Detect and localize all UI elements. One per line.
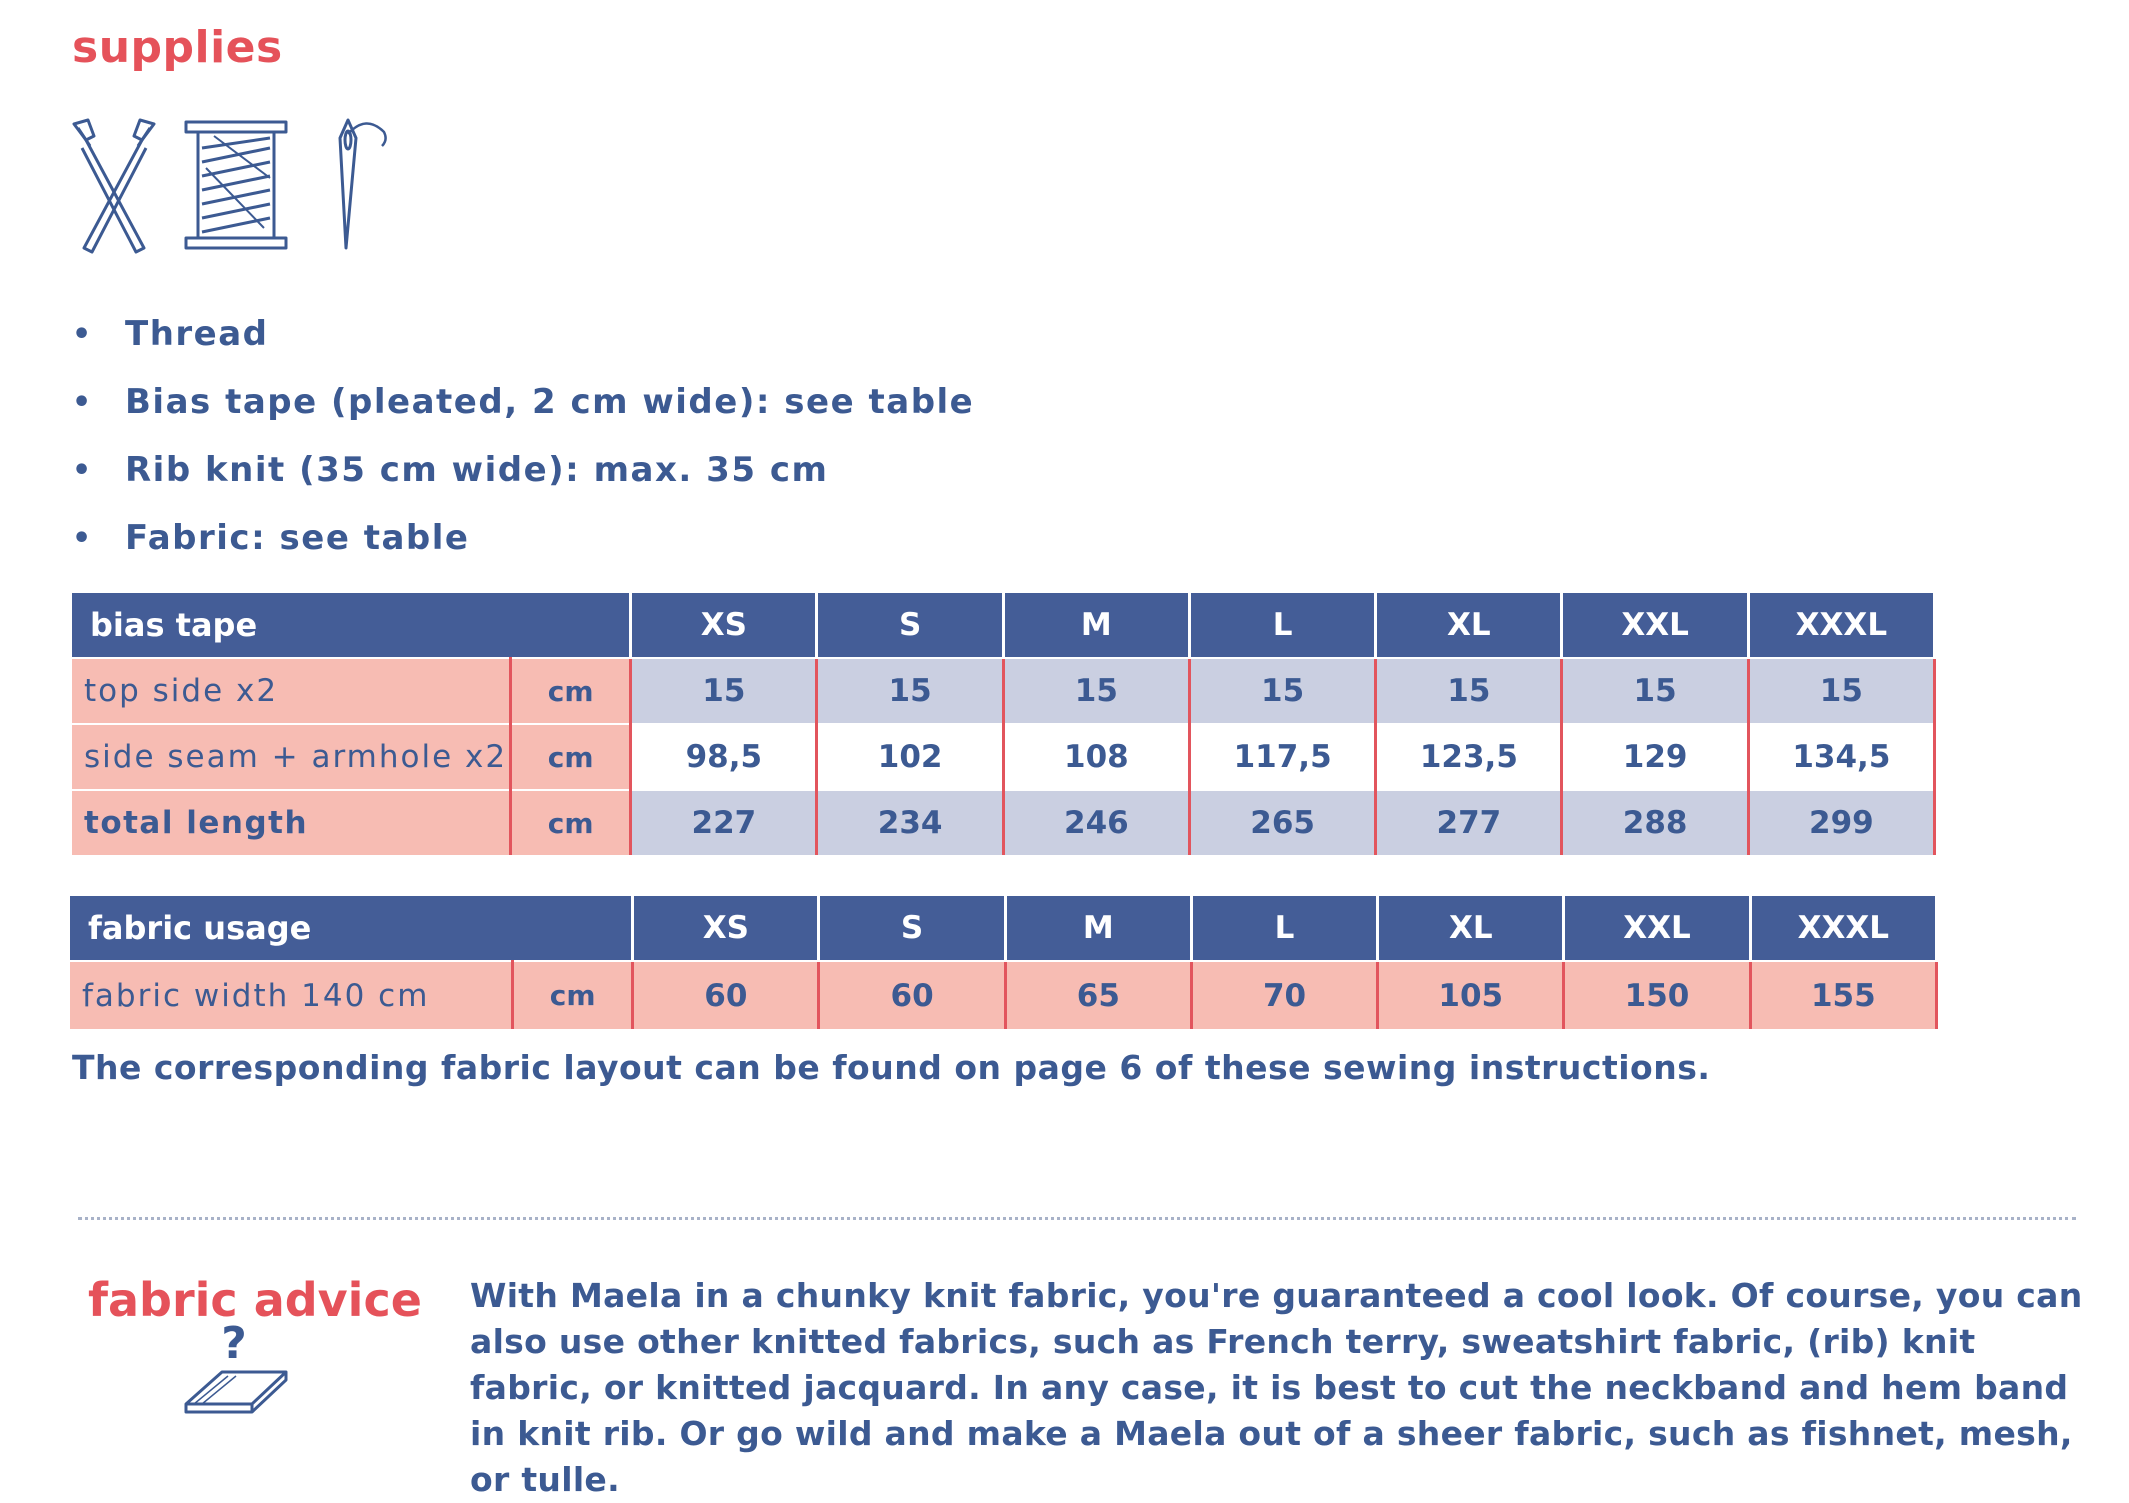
supplies-icons: [72, 118, 412, 262]
row-unit: cm: [510, 657, 633, 724]
table-cell: 129: [1561, 723, 1750, 790]
table-cell: 227: [630, 789, 819, 855]
table-cell: 150: [1563, 960, 1752, 1029]
bullet-icon: •: [72, 520, 93, 556]
footnote: The corresponding fabric layout can be f…: [72, 1048, 1711, 1087]
table-cell: 102: [816, 723, 1005, 790]
row-label: total length: [72, 789, 513, 855]
size-header: S: [818, 896, 1007, 961]
supplies-list: • Thread • Bias tape (pleated, 2 cm wide):…: [72, 300, 974, 572]
thread-spool-icon: [184, 120, 288, 250]
table-cell: 288: [1561, 789, 1750, 855]
table-cell: 265: [1189, 789, 1378, 855]
table-cell: 70: [1191, 960, 1380, 1029]
size-header: L: [1189, 593, 1378, 658]
table-row: top side x2 cm 15 15 15 15 15 15 15: [72, 657, 1937, 724]
table-row-total: total length cm 227 234 246 265 277 288 …: [72, 789, 1937, 855]
table-cell: 234: [816, 789, 1005, 855]
table-header-row: fabric usage XS S M L XL XXL XXXL: [70, 896, 1939, 961]
row-label: top side x2: [72, 657, 513, 724]
needle-icon: [338, 118, 387, 250]
table-row: side seam + armhole x2 cm 98,5 102 108 1…: [72, 723, 1937, 790]
table-cell: 108: [1003, 723, 1191, 790]
size-header: XXXL: [1748, 593, 1937, 658]
table-cell: 15: [1748, 657, 1937, 724]
row-unit: cm: [512, 960, 635, 1029]
table-cell: 117,5: [1189, 723, 1378, 790]
size-header: XL: [1377, 896, 1566, 961]
table-cell: 98,5: [630, 723, 819, 790]
table-cell: 15: [1189, 657, 1378, 724]
table-header-label: bias tape: [72, 593, 633, 658]
row-unit: cm: [510, 723, 633, 790]
advice-text: With Maela in a chunky knit fabric, you'…: [470, 1276, 2083, 1499]
size-header: XS: [630, 593, 819, 658]
table-cell: 246: [1003, 789, 1191, 855]
table-cell: 15: [1375, 657, 1564, 724]
size-header: M: [1003, 593, 1191, 658]
size-header: XXL: [1561, 593, 1750, 658]
list-item: • Bias tape (pleated, 2 cm wide): see tab…: [72, 382, 975, 422]
size-header: XXL: [1563, 896, 1752, 961]
row-label: side seam + armhole x2: [72, 723, 513, 790]
table-cell: 15: [1003, 657, 1191, 724]
list-item: • Rib knit (35 cm wide): max. 35 cm: [72, 450, 829, 490]
divider: [78, 1217, 2076, 1220]
table-header-row: bias tape XS S M L XL XXL XXXL: [72, 593, 1937, 658]
bullet-icon: •: [72, 316, 93, 352]
row-unit: cm: [510, 789, 633, 855]
svg-text:?: ?: [221, 1320, 247, 1369]
size-header: S: [816, 593, 1005, 658]
table-cell: 15: [630, 657, 819, 724]
scissors-icon: [72, 118, 156, 254]
folded-fabric-question-icon: ?: [182, 1318, 292, 1424]
table-cell: 60: [818, 960, 1007, 1029]
advice-title: fabric advice: [88, 1273, 422, 1327]
size-header: XL: [1375, 593, 1564, 658]
table-cell: 277: [1375, 789, 1564, 855]
table-cell: 155: [1750, 960, 1939, 1029]
size-header: L: [1191, 896, 1380, 961]
table-header-label: fabric usage: [70, 896, 635, 961]
list-item: • Thread: [72, 314, 269, 354]
list-item: • Fabric: see table: [72, 518, 470, 558]
bias-tape-table: bias tape XS S M L XL XXL XXXL top side …: [72, 593, 1937, 855]
size-header: XXXL: [1750, 896, 1939, 961]
table-cell: 15: [816, 657, 1005, 724]
table-cell: 65: [1005, 960, 1193, 1029]
table-row: fabric width 140 cm cm 60 60 65 70 105 1…: [70, 960, 1939, 1029]
table-cell: 15: [1561, 657, 1750, 724]
size-header: M: [1005, 896, 1193, 961]
fabric-usage-table: fabric usage XS S M L XL XXL XXXL fabric…: [70, 896, 1939, 1029]
table-cell: 60: [632, 960, 821, 1029]
table-cell: 105: [1377, 960, 1566, 1029]
page-title: supplies: [72, 22, 283, 73]
size-header: XS: [632, 896, 821, 961]
bullet-icon: •: [72, 452, 93, 488]
table-cell: 123,5: [1375, 723, 1564, 790]
table-cell: 299: [1748, 789, 1937, 855]
table-cell: 134,5: [1748, 723, 1937, 790]
bullet-icon: •: [72, 384, 93, 420]
row-label: fabric width 140 cm: [70, 960, 515, 1029]
